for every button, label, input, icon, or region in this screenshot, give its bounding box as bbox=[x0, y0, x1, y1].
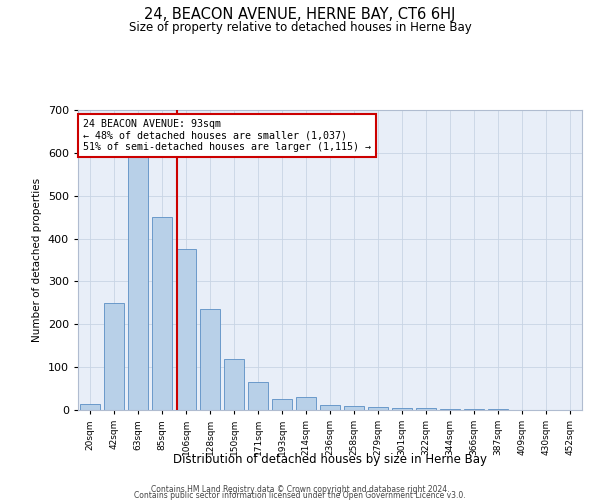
Text: Distribution of detached houses by size in Herne Bay: Distribution of detached houses by size … bbox=[173, 452, 487, 466]
Bar bbox=[104, 303, 124, 410]
Bar bbox=[128, 157, 148, 410]
Bar bbox=[344, 406, 364, 410]
Text: 24, BEACON AVENUE, HERNE BAY, CT6 6HJ: 24, BEACON AVENUE, HERNE BAY, CT6 6HJ bbox=[145, 8, 455, 22]
Bar bbox=[176, 250, 196, 410]
Text: Contains public sector information licensed under the Open Government Licence v3: Contains public sector information licen… bbox=[134, 491, 466, 500]
Y-axis label: Number of detached properties: Number of detached properties bbox=[32, 178, 42, 342]
Bar bbox=[200, 310, 220, 410]
Bar bbox=[152, 217, 172, 410]
Bar bbox=[392, 408, 412, 410]
Bar bbox=[320, 405, 340, 410]
Bar bbox=[224, 358, 244, 410]
Bar bbox=[248, 382, 268, 410]
Bar bbox=[440, 408, 460, 410]
Bar bbox=[272, 400, 292, 410]
Bar bbox=[368, 406, 388, 410]
Bar bbox=[488, 409, 508, 410]
Bar bbox=[80, 404, 100, 410]
Text: Contains HM Land Registry data © Crown copyright and database right 2024.: Contains HM Land Registry data © Crown c… bbox=[151, 485, 449, 494]
Bar bbox=[296, 397, 316, 410]
Text: 24 BEACON AVENUE: 93sqm
← 48% of detached houses are smaller (1,037)
51% of semi: 24 BEACON AVENUE: 93sqm ← 48% of detache… bbox=[83, 119, 371, 152]
Bar bbox=[416, 408, 436, 410]
Bar bbox=[464, 409, 484, 410]
Text: Size of property relative to detached houses in Herne Bay: Size of property relative to detached ho… bbox=[128, 21, 472, 34]
